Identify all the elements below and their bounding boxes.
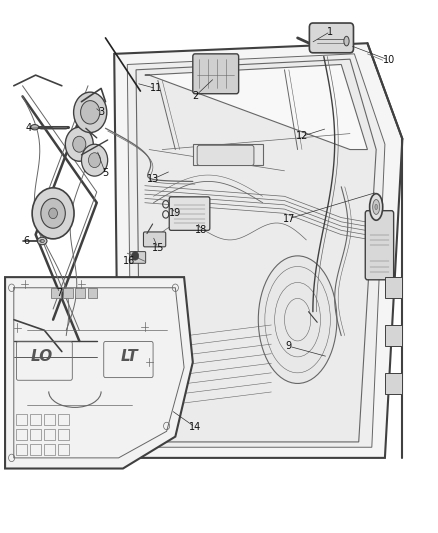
- Bar: [385, 277, 403, 298]
- Bar: [44, 429, 55, 440]
- Circle shape: [32, 188, 74, 239]
- Ellipse shape: [40, 239, 44, 243]
- FancyBboxPatch shape: [365, 211, 394, 280]
- Bar: [88, 288, 97, 298]
- Ellipse shape: [344, 36, 349, 46]
- Circle shape: [73, 136, 86, 152]
- Bar: [385, 325, 403, 346]
- Ellipse shape: [375, 204, 378, 209]
- FancyBboxPatch shape: [130, 252, 146, 263]
- Text: 7: 7: [57, 288, 63, 298]
- Text: 10: 10: [383, 55, 396, 65]
- FancyBboxPatch shape: [193, 54, 239, 94]
- FancyBboxPatch shape: [169, 197, 210, 230]
- Text: 11: 11: [149, 83, 162, 93]
- Bar: [30, 429, 41, 440]
- Ellipse shape: [37, 237, 47, 245]
- Bar: [16, 443, 27, 455]
- Text: 14: 14: [189, 422, 201, 432]
- Polygon shape: [193, 144, 263, 165]
- Ellipse shape: [373, 199, 380, 214]
- Polygon shape: [127, 54, 385, 447]
- Text: LT: LT: [121, 349, 138, 365]
- Polygon shape: [136, 59, 376, 442]
- Bar: [51, 288, 60, 298]
- Bar: [385, 373, 403, 394]
- Text: 16: 16: [124, 256, 136, 266]
- Polygon shape: [145, 64, 367, 150]
- Text: 4: 4: [26, 123, 32, 133]
- Circle shape: [65, 127, 93, 161]
- Text: 3: 3: [98, 107, 104, 117]
- Text: 6: 6: [24, 236, 30, 246]
- Text: 13: 13: [147, 174, 159, 184]
- Polygon shape: [5, 277, 193, 469]
- Text: 12: 12: [296, 131, 308, 141]
- Bar: [30, 443, 41, 455]
- Circle shape: [49, 208, 57, 219]
- Bar: [63, 288, 73, 298]
- FancyBboxPatch shape: [197, 146, 254, 165]
- Bar: [58, 443, 69, 455]
- Bar: [44, 443, 55, 455]
- Circle shape: [81, 144, 108, 176]
- Ellipse shape: [31, 125, 39, 130]
- Circle shape: [132, 252, 139, 260]
- Bar: [44, 414, 55, 425]
- Text: 19: 19: [169, 208, 181, 219]
- Text: 17: 17: [283, 214, 295, 224]
- Bar: [30, 414, 41, 425]
- Bar: [16, 429, 27, 440]
- Text: 15: 15: [152, 243, 164, 253]
- Text: 18: 18: [195, 225, 208, 236]
- Text: 9: 9: [286, 341, 292, 351]
- Ellipse shape: [258, 256, 337, 383]
- Text: 1: 1: [327, 27, 333, 37]
- FancyBboxPatch shape: [144, 232, 166, 247]
- Ellipse shape: [370, 193, 383, 220]
- Text: LO: LO: [31, 349, 53, 365]
- FancyBboxPatch shape: [309, 23, 353, 53]
- Bar: [75, 288, 85, 298]
- Text: 5: 5: [102, 168, 109, 179]
- Circle shape: [88, 153, 101, 167]
- Bar: [16, 414, 27, 425]
- Text: 2: 2: [192, 91, 198, 101]
- Circle shape: [74, 92, 107, 133]
- Circle shape: [81, 101, 100, 124]
- Bar: [58, 414, 69, 425]
- Circle shape: [41, 198, 65, 228]
- Polygon shape: [114, 43, 403, 458]
- Bar: [58, 429, 69, 440]
